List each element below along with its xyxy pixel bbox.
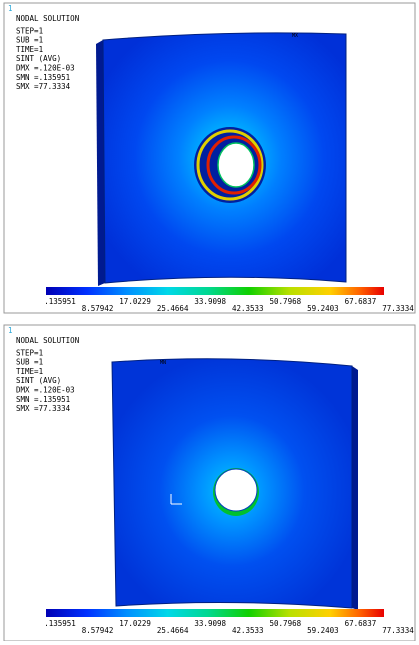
legend-label: 67.6837 [345,619,377,628]
header-line: STEP=1 [16,26,43,35]
window-index: 1 [8,326,13,335]
header-line: SUB =1 [16,36,43,45]
legend-label: 25.4664 [157,304,189,313]
legend-label: 59.2403 [307,626,339,635]
legend-bar [46,287,384,295]
header-line: NODAL SOLUTION [16,336,79,345]
legend-bar [46,609,384,617]
legend-label: 50.7968 [270,297,302,306]
screenshot: 1NODAL SOLUTIONSTEP=1SUB =1TIME=1SINT (A… [0,0,419,641]
header-line: SINT (AVG) [16,376,61,385]
marker: MX [292,33,298,39]
header-line: NODAL SOLUTION [16,14,79,23]
plate-side [352,366,358,610]
legend-label: 33.9098 [194,619,226,628]
legend-label: 8.57942 [82,304,114,313]
legend-label: 8.57942 [82,626,114,635]
header-line: TIME=1 [16,45,43,54]
header-line: SMX =77.3334 [16,82,71,91]
legend-label: 42.3533 [232,304,264,313]
legend-label: .135951 [44,619,76,628]
header-line: SMN =.135951 [16,73,70,82]
header-line: SMX =77.3334 [16,404,71,413]
marker: MN [160,360,166,366]
legend-label: 17.0229 [119,619,151,628]
hole [215,469,257,511]
legend-label: .135951 [44,297,76,306]
legend-label: 59.2403 [307,304,339,313]
header-line: SINT (AVG) [16,54,61,63]
header-line: DMX =.120E-03 [16,64,75,73]
legend-label: 33.9098 [194,297,226,306]
header-line: DMX =.120E-03 [16,386,75,395]
header-line: TIME=1 [16,367,43,376]
legend-label: 67.6837 [345,297,377,306]
legend-label: 42.3533 [232,626,264,635]
header-line: STEP=1 [16,348,43,357]
legend-label: 17.0229 [119,297,151,306]
legend-label: 25.4664 [157,626,189,635]
header-line: SUB =1 [16,358,43,367]
legend-label: 77.3334 [382,626,414,635]
page: {"panels": [ {"index_label": "1", "heade… [0,0,419,641]
header-line: SMN =.135951 [16,395,70,404]
window-index: 1 [8,4,13,13]
legend-label: 50.7968 [270,619,302,628]
legend-label: 77.3334 [382,304,414,313]
hole [218,143,254,187]
